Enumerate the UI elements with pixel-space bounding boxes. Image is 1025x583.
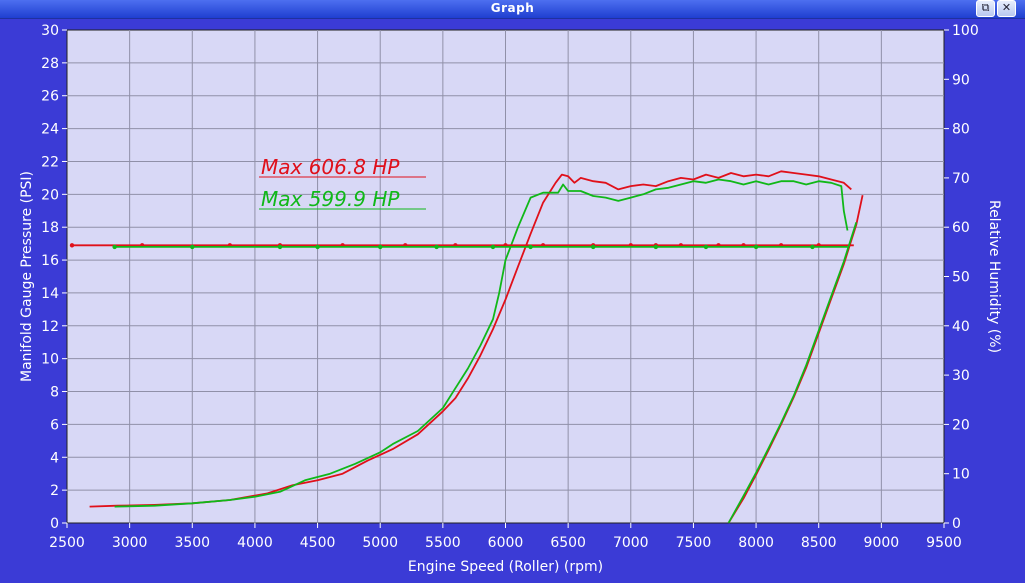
grid-lines (62, 29, 949, 528)
tick-labels: 2500 3000 3500 4000 4500 5000 5500 6000 6500 7000… (41, 23, 979, 551)
window-title: Graph (490, 1, 535, 15)
y-tick-label: 24 (41, 122, 59, 138)
series-lines (69, 170, 864, 524)
close-icon: ✕ (1001, 1, 1012, 14)
x-tick-label: 4000 (237, 535, 273, 551)
x-tick-label: 3500 (174, 535, 210, 551)
y2-tick-label: 80 (952, 122, 970, 138)
annotation-green-max-hp: Max 599.9 HP (261, 187, 400, 211)
y-axis-label: Manifold Gauge Pressure (PSI) (19, 171, 35, 382)
series-marker-3 (112, 244, 117, 250)
y2-tick-label: 30 (952, 368, 970, 384)
y-tick-label: 8 (50, 385, 59, 401)
series-marker-3 (703, 244, 709, 250)
x-tick-label: 6000 (488, 535, 524, 551)
series-marker-3 (753, 244, 759, 250)
y2-tick-label: 0 (952, 516, 961, 532)
y2-tick-label: 20 (952, 417, 970, 433)
series-marker-3 (810, 244, 815, 250)
series-line-5 (727, 222, 858, 524)
y2-tick-label: 50 (952, 270, 970, 286)
y-tick-label: 4 (50, 450, 59, 466)
close-button[interactable]: ✕ (997, 0, 1016, 17)
x-tick-label: 5000 (362, 535, 398, 551)
y2-axis-label: Relative Humidity (%) (986, 200, 1002, 353)
x-tick-label: 7500 (676, 535, 712, 551)
series-marker-3 (528, 244, 533, 250)
series-marker-3 (315, 244, 320, 250)
y-tick-label: 22 (41, 154, 59, 170)
series-marker-3 (653, 244, 659, 250)
y-tick-label: 2 (50, 483, 59, 499)
x-tick-label: 6500 (550, 535, 586, 551)
y2-tick-label: 60 (952, 220, 970, 236)
y-tick-label: 14 (41, 286, 59, 302)
series-marker-3 (490, 244, 496, 250)
series-line-0 (89, 170, 852, 508)
y2-tick-label: 90 (952, 72, 970, 88)
axis-labels: Engine Speed (Roller) (rpm) Manifold Gau… (19, 171, 1002, 575)
y-tick-label: 12 (41, 319, 59, 335)
x-tick-label: 9500 (926, 535, 962, 551)
title-bar[interactable]: Graph ⧉ ✕ (0, 0, 1025, 19)
y-tick-label: 18 (41, 220, 59, 236)
y2-tick-label: 70 (952, 171, 970, 187)
y-tick-label: 10 (41, 352, 59, 368)
y-tick-label: 20 (41, 187, 59, 203)
y2-tick-label: 10 (952, 467, 970, 483)
y2-tick-label: 40 (952, 319, 970, 335)
series-marker-3 (277, 244, 283, 250)
series-marker-3 (434, 244, 439, 250)
x-tick-label: 7000 (613, 535, 649, 551)
series-marker-3 (378, 244, 383, 250)
y-tick-label: 16 (41, 253, 59, 269)
chart: 2500 3000 3500 4000 4500 5000 5500 6000 6500 7000… (19, 23, 1002, 575)
x-tick-label: 2500 (49, 535, 85, 551)
x-tick-label: 3000 (112, 535, 148, 551)
annotation-red-max-hp: Max 606.8 HP (261, 155, 400, 179)
series-marker-3 (190, 244, 195, 250)
y-tick-label: 26 (41, 89, 59, 105)
restore-button[interactable]: ⧉ (976, 0, 995, 17)
x-tick-label: 5500 (425, 535, 461, 551)
x-tick-label: 4500 (300, 535, 336, 551)
x-axis-label: Engine Speed (Roller) (rpm) (408, 559, 603, 575)
x-tick-label: 8500 (801, 535, 837, 551)
y2-tick-label: 100 (952, 23, 979, 39)
y-tick-label: 28 (41, 56, 59, 72)
restore-icon: ⧉ (981, 1, 990, 14)
series-marker-3 (591, 244, 596, 250)
y-tick-label: 6 (50, 417, 59, 433)
x-tick-label: 9000 (864, 535, 900, 551)
series-marker-2 (69, 243, 75, 248)
x-tick-label: 8000 (738, 535, 774, 551)
series-line-1 (114, 178, 849, 508)
annotations: Max 606.8 HP Max 599.9 HP (259, 155, 426, 211)
y-tick-label: 0 (50, 516, 59, 532)
y-tick-label: 30 (41, 23, 59, 39)
